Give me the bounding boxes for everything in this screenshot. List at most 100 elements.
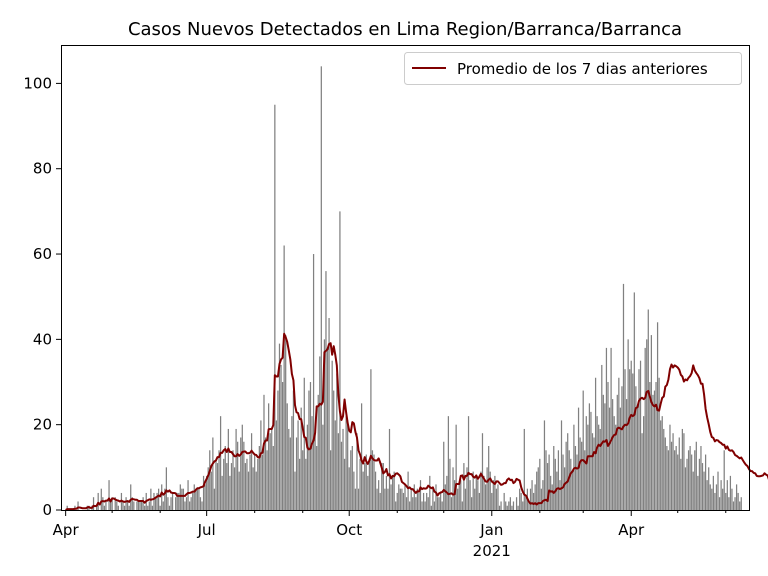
bar xyxy=(294,471,296,510)
bar xyxy=(506,505,508,510)
bar xyxy=(275,420,278,510)
bar xyxy=(334,420,336,510)
bar xyxy=(531,480,533,510)
bar xyxy=(708,467,710,510)
bar xyxy=(461,501,463,510)
bar xyxy=(305,458,307,510)
bar xyxy=(515,497,518,510)
bar xyxy=(161,484,163,510)
bar xyxy=(629,369,631,510)
bar xyxy=(368,458,370,510)
bar xyxy=(494,475,496,510)
bar xyxy=(489,471,491,510)
bar xyxy=(511,505,513,510)
bar xyxy=(210,471,212,510)
bar xyxy=(463,463,465,510)
bar xyxy=(260,420,262,510)
bar xyxy=(684,467,687,510)
bar xyxy=(179,484,181,510)
bar xyxy=(204,484,206,510)
bar xyxy=(723,450,725,510)
bar xyxy=(154,497,157,510)
bar xyxy=(630,360,632,510)
bar xyxy=(663,428,665,510)
bar xyxy=(116,501,118,510)
bar xyxy=(271,428,273,510)
bar xyxy=(426,492,428,510)
bar xyxy=(636,407,639,510)
bar xyxy=(670,441,673,510)
bar xyxy=(192,492,194,510)
bar xyxy=(697,475,699,510)
bar xyxy=(478,492,480,510)
bar xyxy=(472,471,474,510)
bar xyxy=(370,369,372,510)
bar xyxy=(337,433,339,510)
bar xyxy=(666,446,668,510)
bar xyxy=(613,416,615,510)
bar xyxy=(438,497,440,510)
bar xyxy=(522,501,524,510)
bar xyxy=(435,484,437,510)
bar xyxy=(440,492,442,510)
bar xyxy=(66,505,68,510)
bar xyxy=(647,309,649,510)
bar xyxy=(257,458,259,510)
bar xyxy=(581,441,583,510)
bar xyxy=(340,441,343,510)
bar xyxy=(353,471,355,510)
bar xyxy=(213,488,216,510)
bar xyxy=(619,407,622,510)
bar xyxy=(488,446,490,510)
bar xyxy=(649,382,651,510)
bar xyxy=(731,488,733,510)
bar xyxy=(734,497,736,510)
series-line-7day-average xyxy=(65,332,768,511)
bar xyxy=(686,458,688,510)
bar xyxy=(436,497,439,510)
bar xyxy=(347,420,349,510)
bar xyxy=(523,428,525,510)
bar xyxy=(641,433,643,510)
bar xyxy=(156,492,158,510)
bar xyxy=(498,505,501,510)
bar xyxy=(433,501,436,510)
bar xyxy=(263,394,265,510)
y-tick-label: 100 xyxy=(23,74,52,92)
bar xyxy=(491,492,493,510)
bar xyxy=(97,492,99,510)
bar xyxy=(393,471,395,510)
bar xyxy=(297,420,299,510)
bar xyxy=(669,424,671,510)
bar xyxy=(559,480,561,510)
bar xyxy=(481,433,484,510)
bar xyxy=(480,471,482,510)
bar xyxy=(704,454,707,510)
bar xyxy=(681,428,683,510)
bar xyxy=(125,497,127,510)
bar xyxy=(250,433,253,510)
bar xyxy=(483,475,485,510)
bar xyxy=(216,463,219,510)
bar xyxy=(495,488,498,510)
y-tick-label: 80 xyxy=(33,160,52,178)
bar xyxy=(695,441,697,510)
bar xyxy=(136,501,138,510)
bar xyxy=(427,497,429,510)
bar xyxy=(584,450,586,510)
bar xyxy=(557,450,560,510)
bar xyxy=(221,475,223,510)
bar xyxy=(374,471,377,510)
bar xyxy=(206,475,208,510)
bar xyxy=(680,458,682,510)
bar xyxy=(171,492,174,510)
bar xyxy=(497,484,499,510)
bar xyxy=(357,488,360,510)
bar xyxy=(295,437,298,510)
bar xyxy=(139,501,141,510)
bar xyxy=(418,492,420,510)
bar xyxy=(509,497,511,510)
bar xyxy=(474,488,476,510)
bar xyxy=(168,505,171,510)
bar xyxy=(443,441,445,510)
